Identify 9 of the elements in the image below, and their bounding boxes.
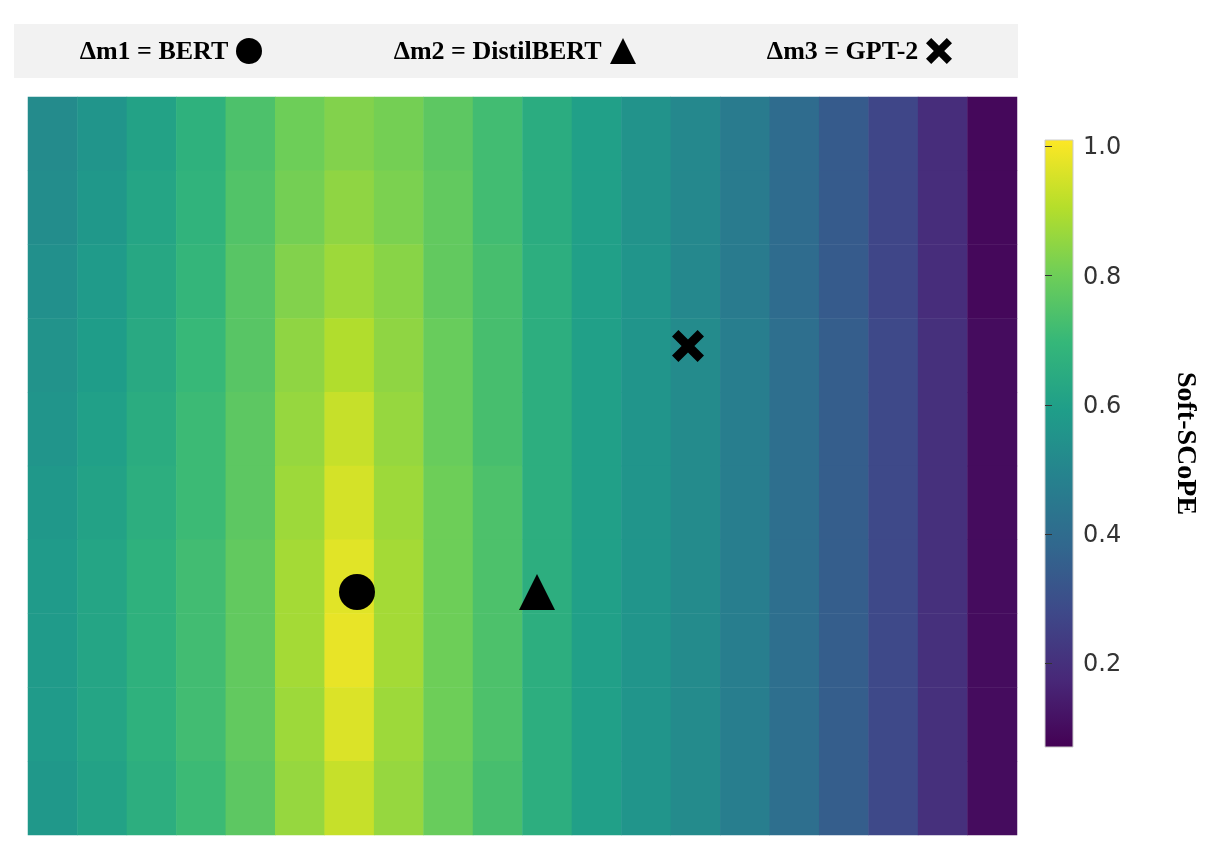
color-bar-label: 0.6 (1083, 390, 1122, 419)
color-bar-label: 0.4 (1083, 519, 1122, 548)
text: Δm3 = GPT-2 (766, 36, 919, 66)
text: Δm2 = DistilBERT (393, 36, 602, 66)
color-bar-label: 0.8 (1083, 261, 1122, 290)
color-bar-title: Soft-SCoPE (1171, 371, 1203, 516)
color-bar-label: 1.0 (1083, 132, 1122, 161)
color-bar-label: 0.2 (1083, 649, 1122, 678)
text: Δm1 = BERT (79, 36, 229, 66)
